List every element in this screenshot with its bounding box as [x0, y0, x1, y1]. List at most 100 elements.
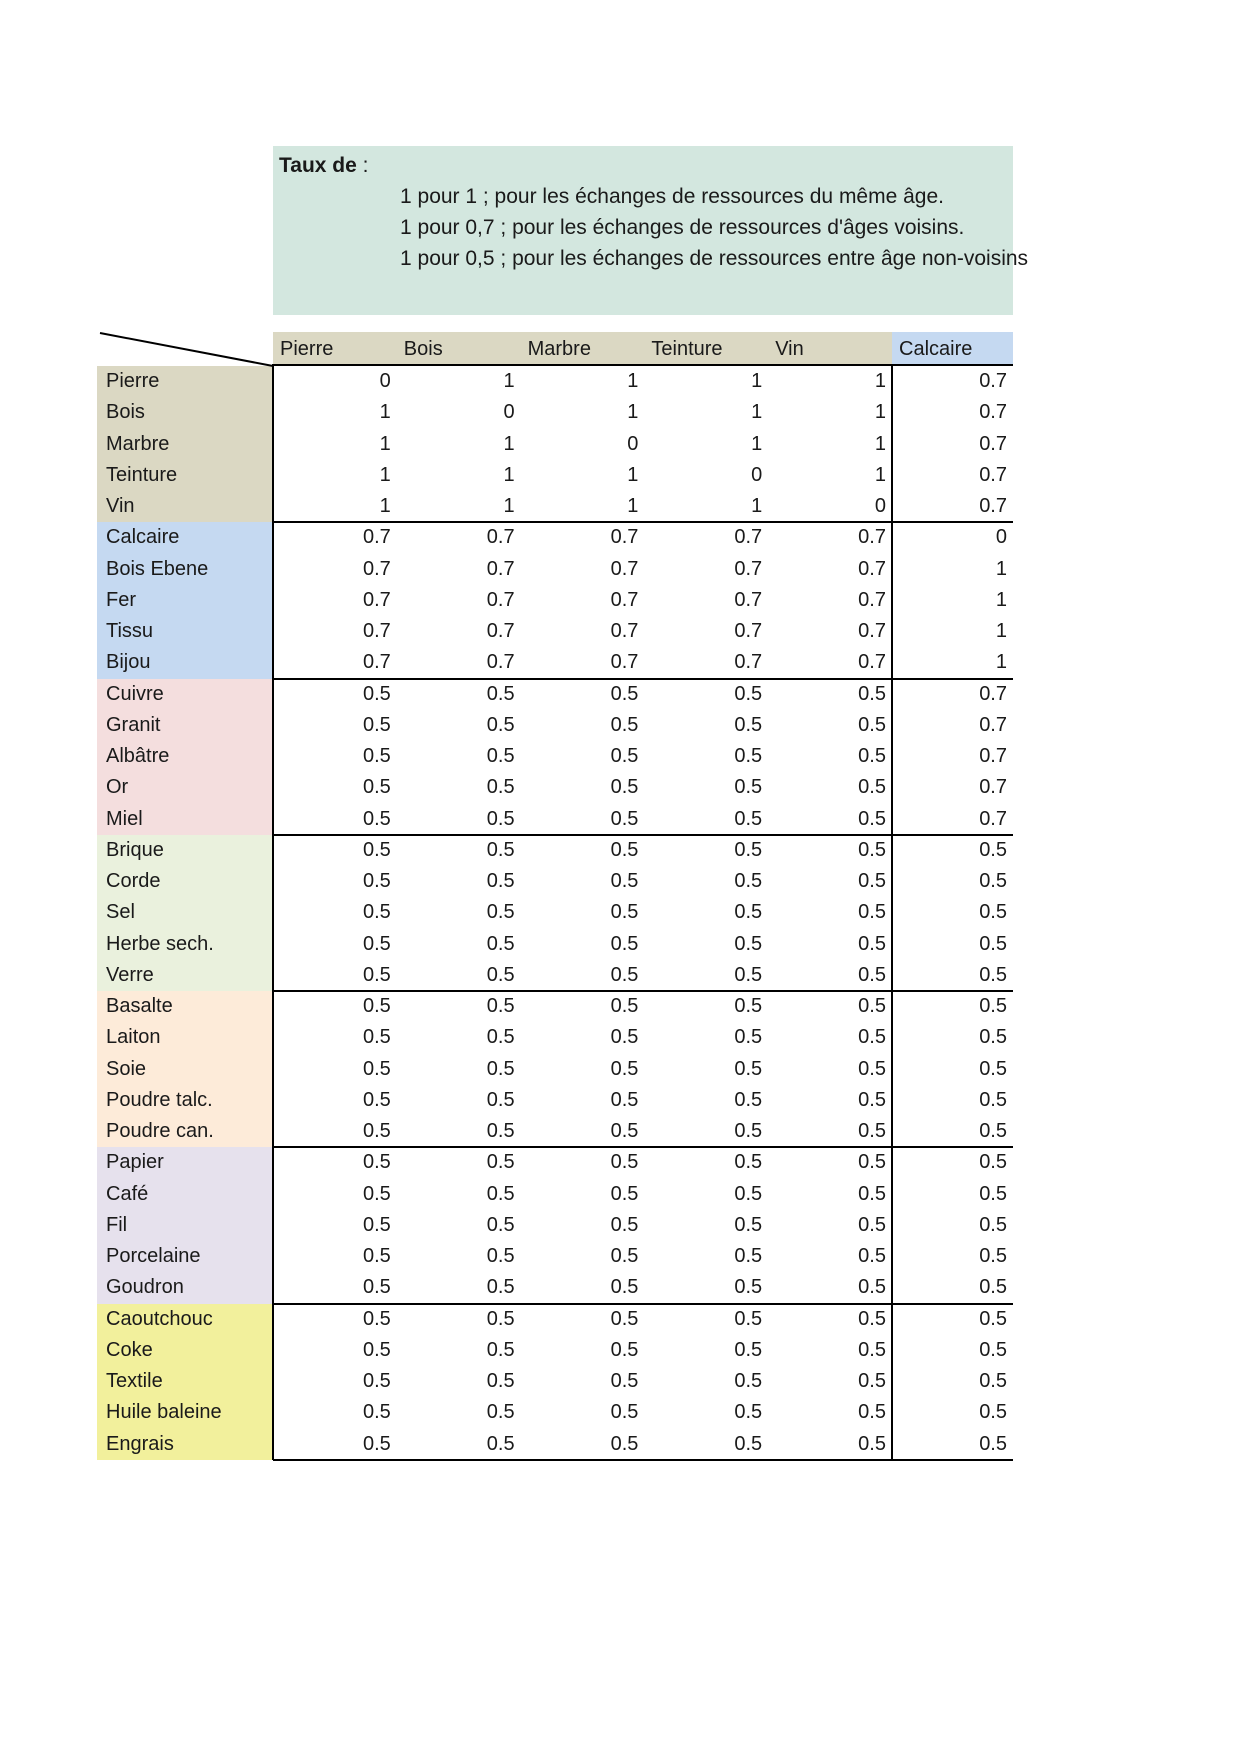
value-cell: 0.5	[610, 682, 639, 705]
value-cell: 0.5	[362, 1120, 391, 1142]
note-line: 1 pour 0,5 ; pour les échanges de ressou…	[400, 247, 1029, 270]
row-label: Porcelaine	[97, 1241, 273, 1273]
value-cell: 0.5	[734, 1307, 763, 1330]
value-cell: 0.5	[362, 745, 391, 767]
value-cell: 0.5	[486, 1245, 515, 1267]
value-cell: 0.5	[979, 1057, 1007, 1080]
value-cell: 0.5	[979, 1401, 1007, 1424]
value-cell: 0.7	[858, 620, 886, 642]
value-cell: 0.5	[486, 713, 515, 736]
group-separator-line	[273, 833, 1013, 836]
value-cell: 0.7	[979, 432, 1007, 455]
value-cell: 0.5	[858, 682, 886, 705]
value-cell: 0.5	[979, 1151, 1007, 1174]
value-cell: 1	[627, 495, 639, 517]
value-cell: 0.7	[486, 620, 515, 642]
value-cell: 1	[379, 432, 391, 455]
value-cell: 0.5	[858, 1370, 886, 1392]
value-cell: 0.7	[979, 807, 1007, 830]
value-cell: 0.5	[858, 932, 886, 955]
value-cell: 1	[379, 495, 391, 517]
value-cell: 0.5	[362, 1338, 391, 1361]
value-cell: 0.5	[362, 1370, 391, 1392]
value-cell: 0.5	[610, 1120, 639, 1142]
value-cell: 0.7	[486, 557, 515, 580]
value-cell: 0.5	[486, 807, 515, 830]
value-cell: 0.5	[979, 1120, 1007, 1142]
row-label: Cuivre	[97, 678, 273, 710]
value-cell: 0.5	[362, 776, 391, 799]
value-cell: 0.7	[979, 463, 1007, 486]
value-cell: 0.7	[734, 651, 763, 674]
value-cell: 0.5	[858, 963, 886, 986]
value-cell: 0.5	[486, 838, 515, 861]
value-cell: 0.5	[979, 1432, 1007, 1455]
value-cell: 0.5	[362, 807, 391, 830]
value-cell: 0.5	[734, 932, 763, 955]
value-cell: 0.5	[979, 932, 1007, 955]
value-cell: 0.5	[734, 713, 763, 736]
header-underline	[273, 364, 1013, 366]
value-cell: 0.7	[362, 557, 391, 580]
value-cell: 1	[627, 370, 639, 392]
row-label: Basalte	[97, 991, 273, 1023]
value-cell: 0.7	[979, 745, 1007, 767]
value-cell: 0.7	[362, 620, 391, 642]
value-cell: 0.5	[486, 776, 515, 799]
value-cell: 0.5	[858, 870, 886, 892]
value-cell: 0.5	[979, 1276, 1007, 1299]
value-cell: 0.5	[362, 1401, 391, 1424]
value-cell: 0.5	[486, 1307, 515, 1330]
value-cell: 0.5	[858, 1307, 886, 1330]
value-cell: 0.5	[858, 901, 886, 924]
value-cell: 0.5	[610, 932, 639, 955]
value-cell: 0.7	[858, 651, 886, 674]
value-cell: 0.5	[734, 1213, 763, 1236]
value-cell: 0.5	[362, 1151, 391, 1174]
column-header-cell: Bois	[396, 332, 521, 366]
value-cell: 0.5	[979, 1338, 1007, 1361]
group-separator-line	[273, 677, 1013, 680]
value-cell: 0.7	[610, 620, 639, 642]
value-cell: 0.5	[979, 870, 1007, 892]
value-cell: 0.7	[979, 495, 1007, 517]
value-cell: 0.7	[362, 651, 391, 674]
value-cell: 1	[751, 401, 763, 424]
row-label: Papier	[97, 1147, 273, 1179]
column-header-cell: Pierre	[273, 332, 397, 366]
value-cell: 0.7	[610, 526, 639, 549]
value-cell: 0.7	[858, 557, 886, 580]
row-label: Miel	[97, 803, 273, 835]
row-label: Albâtre	[97, 741, 273, 773]
value-cell: 0.5	[362, 963, 391, 986]
value-cell: 1	[379, 463, 391, 486]
note-line: 1 pour 1 ; pour les échanges de ressourc…	[400, 185, 944, 208]
value-cell: 1	[751, 370, 763, 392]
value-cell: 0.5	[979, 963, 1007, 986]
value-cell: 0.5	[486, 1213, 515, 1236]
row-label: Or	[97, 772, 273, 804]
row-label: Café	[97, 1178, 273, 1210]
value-cell: 0.5	[610, 901, 639, 924]
value-cell: 0.5	[858, 1401, 886, 1424]
value-cell: 0.5	[486, 1088, 515, 1111]
corner-diagonal-line	[99, 332, 274, 367]
row-label: Brique	[97, 834, 273, 866]
value-cell: 0.5	[858, 1151, 886, 1174]
value-cell: 1	[995, 651, 1007, 674]
value-cell: 0.5	[362, 1088, 391, 1111]
row-label: Fer	[97, 584, 273, 616]
value-cell: 0.7	[362, 526, 391, 549]
value-cell: 0.5	[610, 963, 639, 986]
value-cell: 0	[627, 432, 639, 455]
row-label: Teinture	[97, 459, 273, 491]
value-cell: 0.5	[734, 1088, 763, 1111]
value-cell: 0.5	[610, 1307, 639, 1330]
value-cell: 1	[995, 588, 1007, 611]
value-cell: 0.5	[486, 1182, 515, 1205]
row-label: Corde	[97, 866, 273, 898]
value-cell: 0.5	[734, 838, 763, 861]
rates-note-box: Taux de : 1 pour 1 ; pour les échanges d…	[273, 146, 1028, 315]
value-cell: 0.5	[610, 1088, 639, 1111]
